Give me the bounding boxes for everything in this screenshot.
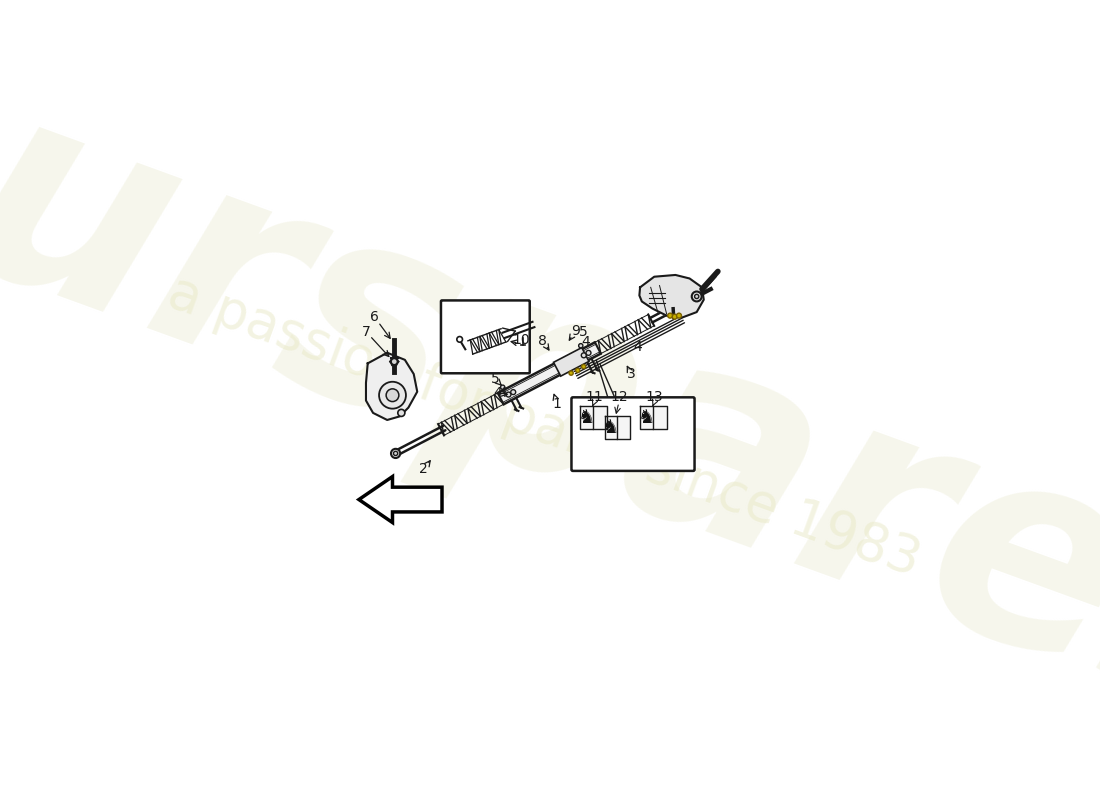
Text: 8: 8: [538, 334, 547, 347]
Circle shape: [456, 337, 462, 342]
Polygon shape: [497, 342, 601, 404]
Polygon shape: [593, 406, 606, 429]
Polygon shape: [605, 417, 617, 439]
FancyBboxPatch shape: [441, 301, 530, 374]
Text: a passion for parts since 1983: a passion for parts since 1983: [162, 266, 927, 588]
Circle shape: [581, 353, 586, 358]
Circle shape: [379, 382, 406, 409]
Circle shape: [668, 313, 672, 318]
Circle shape: [569, 371, 573, 375]
Circle shape: [694, 294, 698, 298]
Polygon shape: [553, 348, 588, 376]
Circle shape: [582, 365, 586, 369]
Text: 6: 6: [371, 310, 380, 324]
Circle shape: [500, 385, 505, 390]
Text: 1: 1: [552, 397, 561, 410]
Text: 4: 4: [498, 386, 507, 401]
Polygon shape: [359, 477, 442, 522]
FancyBboxPatch shape: [572, 398, 694, 471]
Text: 9: 9: [571, 324, 580, 338]
Circle shape: [692, 291, 702, 302]
Text: 12: 12: [610, 390, 628, 403]
Circle shape: [672, 314, 678, 319]
Polygon shape: [366, 353, 417, 420]
Circle shape: [676, 313, 682, 318]
Circle shape: [398, 410, 405, 417]
Polygon shape: [639, 275, 704, 318]
Circle shape: [586, 350, 591, 355]
Text: 11: 11: [585, 390, 603, 403]
Text: 4: 4: [581, 335, 590, 350]
Text: ♞: ♞: [578, 408, 595, 427]
Polygon shape: [617, 417, 629, 439]
Text: 13: 13: [646, 390, 663, 403]
Text: 4: 4: [494, 386, 503, 400]
Circle shape: [510, 390, 516, 394]
Text: 4: 4: [634, 340, 642, 354]
Text: 2: 2: [419, 462, 428, 476]
Text: 5: 5: [580, 325, 588, 338]
Circle shape: [386, 389, 399, 402]
Text: ♞: ♞: [638, 408, 656, 427]
Circle shape: [392, 358, 397, 365]
Polygon shape: [640, 406, 653, 429]
Text: 7: 7: [362, 325, 371, 338]
Text: 3: 3: [627, 367, 636, 382]
Circle shape: [394, 451, 398, 455]
Circle shape: [575, 368, 580, 373]
Circle shape: [579, 344, 583, 348]
Circle shape: [506, 392, 512, 397]
Text: 5: 5: [491, 372, 499, 386]
Text: ♞: ♞: [602, 418, 619, 438]
Polygon shape: [580, 406, 593, 429]
Polygon shape: [653, 406, 667, 429]
Text: 10: 10: [513, 333, 530, 347]
Circle shape: [390, 449, 400, 458]
